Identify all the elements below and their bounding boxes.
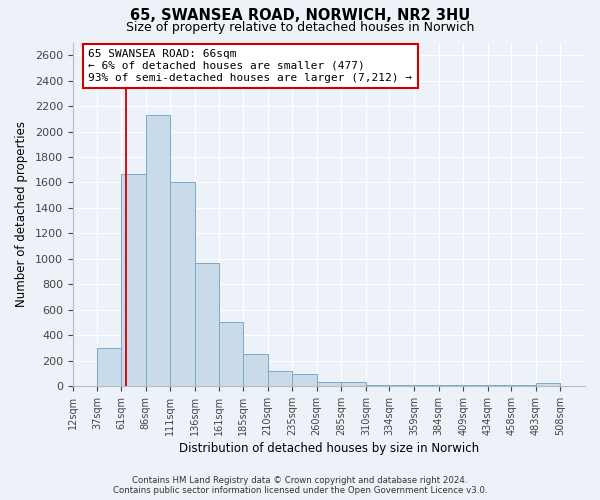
Y-axis label: Number of detached properties: Number of detached properties <box>15 121 28 307</box>
Bar <box>220 322 243 386</box>
Text: 65, SWANSEA ROAD, NORWICH, NR2 3HU: 65, SWANSEA ROAD, NORWICH, NR2 3HU <box>130 8 470 22</box>
Bar <box>317 382 341 386</box>
Bar <box>146 115 170 386</box>
X-axis label: Distribution of detached houses by size in Norwich: Distribution of detached houses by size … <box>179 442 479 455</box>
Bar <box>121 174 146 386</box>
Bar <box>341 382 366 386</box>
Bar <box>243 354 268 386</box>
Bar <box>97 348 121 386</box>
Bar <box>292 374 317 386</box>
Bar <box>195 262 220 386</box>
Bar <box>268 370 292 386</box>
Text: Size of property relative to detached houses in Norwich: Size of property relative to detached ho… <box>126 21 474 34</box>
Bar <box>170 182 195 386</box>
Text: 65 SWANSEA ROAD: 66sqm
← 6% of detached houses are smaller (477)
93% of semi-det: 65 SWANSEA ROAD: 66sqm ← 6% of detached … <box>88 50 412 82</box>
Bar <box>536 384 560 386</box>
Text: Contains HM Land Registry data © Crown copyright and database right 2024.
Contai: Contains HM Land Registry data © Crown c… <box>113 476 487 495</box>
